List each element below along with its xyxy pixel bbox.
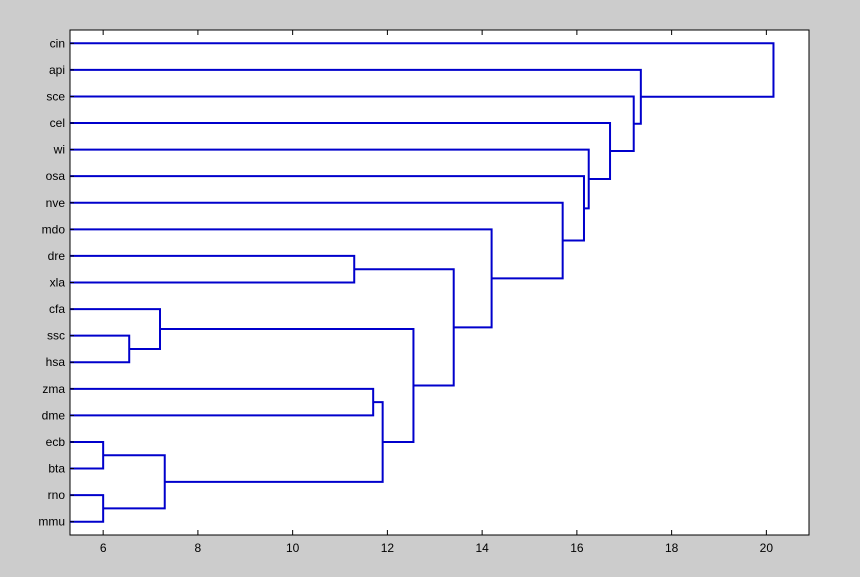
dendrogram-link [70,68,642,125]
link-path [70,68,642,125]
dendrogram-tree [70,42,775,523]
x-axis: 6 8 10 12 14 16 18 20 [100,30,774,555]
x-tick-label: 12 [381,541,395,555]
dendrogram-link [70,42,775,98]
leaf-label: mmu [38,515,65,529]
leaf-label: hsa [46,355,66,369]
leaf-label: zma [42,382,65,396]
leaf-label: osa [46,169,66,183]
x-tick-label: 20 [760,541,774,555]
leaf-label: ssc [47,329,65,343]
y-axis: cin api sce cel wi osa nve mdo dre xla cfa ssc hsa zm… [38,36,74,529]
dendrogram-link [70,494,105,523]
leaf-label: dme [42,408,66,422]
link-path [70,95,635,153]
leaf-label: dre [48,249,66,263]
leaf-label: rno [48,488,66,502]
x-tick-label: 10 [286,541,300,555]
leaf-label: api [49,63,65,77]
x-tick-label: 14 [475,541,489,555]
leaf-label: ecb [46,435,66,449]
dendrogram-link [70,308,162,350]
link-path [70,148,590,210]
dendrogram-link [70,387,375,417]
leaf-label: xla [50,276,66,290]
dendrogram-link [70,95,635,153]
dendrogram-link [70,122,612,180]
leaf-label: bta [48,462,65,476]
dendrogram-link [70,148,590,210]
link-path [70,308,162,350]
link-path [70,42,775,98]
dendrogram-link [70,440,105,470]
leaf-label: nve [46,196,66,210]
leaf-label: cin [50,36,65,50]
link-path [70,494,105,523]
link-path [70,387,375,417]
leaf-label: cel [50,116,65,130]
x-tick-label: 18 [665,541,679,555]
leaf-label: sce [46,89,65,103]
leaf-label: cfa [49,302,65,316]
x-tick-label: 8 [195,541,202,555]
leaf-label: mdo [42,222,66,236]
link-path [70,440,105,470]
x-tick-label: 16 [570,541,584,555]
link-path [70,122,612,180]
leaf-label: wi [53,143,65,157]
x-tick-label: 6 [100,541,107,555]
